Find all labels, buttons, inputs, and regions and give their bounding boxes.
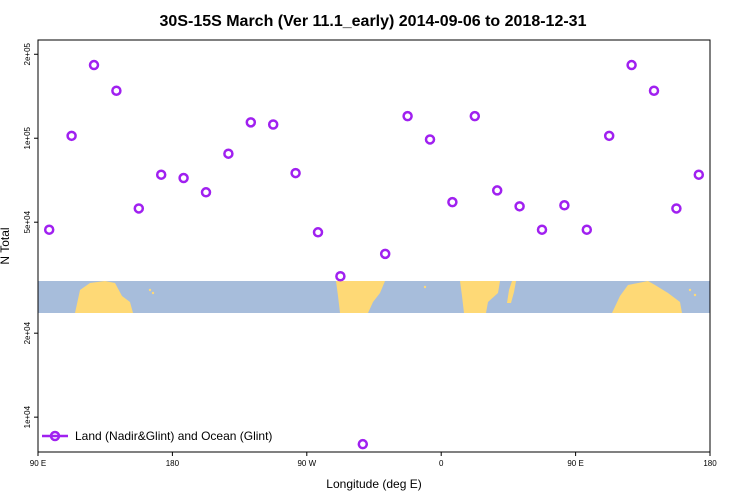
data-point: [66, 130, 77, 142]
y-tick-label: 1e+04: [23, 405, 32, 428]
data-point: [648, 85, 660, 96]
y-tick-label: 5e+04: [23, 210, 32, 233]
x-tick-label: 90 W: [297, 459, 316, 468]
x-tick-label: 180: [703, 459, 717, 468]
y-tick-label: 2e+04: [23, 321, 32, 344]
data-point: [312, 227, 324, 238]
island: [148, 288, 152, 292]
data-point: [671, 203, 682, 214]
world-map-strip: [38, 281, 710, 313]
island: [693, 293, 697, 297]
x-tick-label: 0: [439, 459, 444, 468]
chart-title: 30S-15S March (Ver 11.1_early) 2014-09-0…: [160, 13, 587, 30]
data-point: [491, 185, 503, 196]
data-point: [447, 196, 458, 208]
legend: Land (Nadir&Glint) and Ocean (Glint): [42, 429, 272, 443]
data-point: [693, 169, 705, 180]
data-point: [155, 169, 167, 180]
data-point: [200, 187, 212, 198]
data-point: [402, 110, 413, 122]
island: [151, 291, 155, 295]
data-point: [178, 172, 189, 184]
data-point: [581, 224, 593, 235]
y-axis-label: N Total: [0, 227, 12, 264]
data-point: [111, 85, 122, 96]
y-tick-label: 1e+05: [23, 126, 32, 149]
land-mass: [612, 281, 682, 313]
data-point: [424, 134, 436, 145]
data-point: [335, 271, 346, 282]
data-point: [267, 119, 279, 130]
y-tick-label: 2e+05: [23, 42, 32, 65]
x-tick-label: 90 E: [30, 459, 46, 468]
legend-marker: [49, 430, 61, 442]
x-tick-label: 180: [166, 459, 180, 468]
land-mass: [336, 281, 385, 313]
data-point: [469, 110, 481, 122]
land-mass: [507, 281, 516, 303]
data-point: [514, 201, 525, 212]
data-point: [133, 203, 145, 214]
land-mass: [75, 281, 133, 313]
data-point: [536, 224, 548, 235]
plot-frame: [37, 39, 711, 453]
data-point: [290, 167, 301, 179]
data-point: [379, 248, 391, 260]
x-axis-label: Longitude (deg E): [326, 477, 421, 491]
data-point: [245, 117, 257, 128]
data-point: [88, 59, 100, 71]
scatter-points: [43, 59, 705, 450]
legend-label: Land (Nadir&Glint) and Ocean (Glint): [75, 429, 272, 443]
island: [423, 285, 427, 289]
data-point: [603, 130, 615, 142]
island: [688, 288, 692, 292]
data-point: [43, 224, 55, 235]
data-point: [357, 438, 369, 450]
data-point: [626, 59, 637, 71]
land-mass: [460, 281, 500, 313]
y-axis: 1e+04 2e+04 5e+04 1e+05 2e+05: [23, 42, 38, 428]
x-tick-label: 90 E: [567, 459, 583, 468]
data-point: [223, 148, 234, 159]
data-point: [559, 200, 570, 211]
x-axis: 90 E 180 90 W 0 90 E 180: [30, 452, 717, 468]
